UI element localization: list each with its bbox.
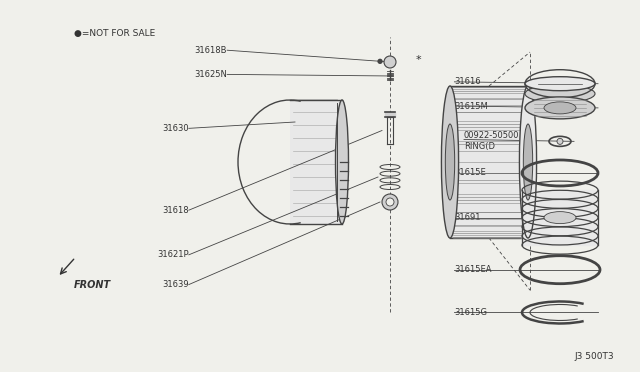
Text: 31615E: 31615E [454,169,486,177]
Text: 31615G: 31615G [454,308,488,317]
Text: 00922-50500
RING(D: 00922-50500 RING(D [464,131,520,151]
Ellipse shape [445,124,454,200]
Text: 31618: 31618 [162,206,189,215]
Ellipse shape [525,85,595,103]
Ellipse shape [520,86,536,238]
Text: *: * [415,55,421,65]
Text: 31639: 31639 [162,280,189,289]
Polygon shape [290,100,342,224]
Text: 31621P: 31621P [157,250,189,259]
Text: J3 500T3: J3 500T3 [575,352,614,361]
Circle shape [386,198,394,206]
Text: 31625N: 31625N [195,70,227,79]
Text: ●=NOT FOR SALE: ●=NOT FOR SALE [74,29,155,38]
Ellipse shape [524,124,532,200]
Text: 31615M: 31615M [454,102,488,110]
Ellipse shape [335,100,349,224]
Text: 31691: 31691 [454,213,481,222]
Text: ●: ● [377,58,383,64]
Text: 31630: 31630 [162,124,189,133]
Text: 31616: 31616 [454,77,481,86]
Circle shape [384,56,396,68]
Ellipse shape [525,77,595,91]
Polygon shape [450,86,528,238]
Circle shape [382,194,398,210]
Text: 31618B: 31618B [195,46,227,55]
Ellipse shape [544,212,576,224]
Ellipse shape [544,102,576,114]
Text: 31615EA: 31615EA [454,265,492,274]
Text: FRONT: FRONT [74,280,111,289]
Ellipse shape [442,86,459,238]
Ellipse shape [525,97,595,119]
Circle shape [557,138,563,144]
